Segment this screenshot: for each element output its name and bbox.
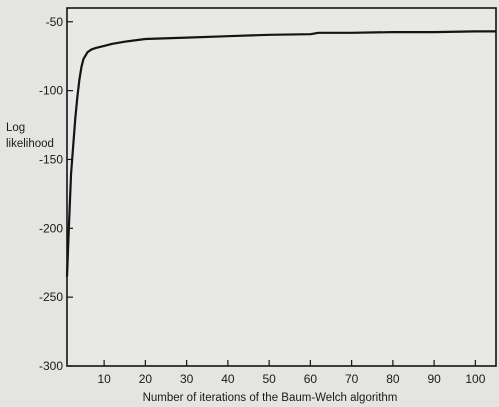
y-axis-label-line-2: likelihood	[6, 138, 54, 150]
x-tick-label: 100	[465, 372, 485, 386]
x-tick-label: 40	[221, 372, 235, 386]
plot-area	[67, 8, 496, 366]
y-tick-label: -150	[39, 152, 63, 166]
x-tick-label: 20	[139, 372, 153, 386]
plot-frame	[66, 7, 497, 367]
y-tick-label: -50	[46, 15, 64, 29]
log-likelihood-line	[65, 30, 496, 277]
x-tick-label: 90	[427, 372, 441, 386]
x-tick-label: 60	[304, 372, 318, 386]
y-axis-ticks: -50 -100 -150 -200 -250 -300	[39, 15, 73, 373]
x-axis-ticks: 10 20 30 40 50 60 70 80 90 100	[97, 360, 486, 386]
x-tick-label: 80	[386, 372, 400, 386]
x-tick-label: 30	[180, 372, 194, 386]
y-tick-label: -300	[39, 359, 63, 373]
y-tick-label: -200	[39, 221, 63, 235]
x-axis-label: Number of iterations of the Baum-Welch a…	[143, 392, 398, 404]
series-group	[65, 30, 496, 277]
x-tick-label: 70	[345, 372, 359, 386]
y-tick-label: -250	[39, 290, 63, 304]
x-tick-label: 10	[97, 372, 111, 386]
y-tick-label: -100	[39, 84, 63, 98]
y-axis-label-line-1: Log	[6, 122, 25, 134]
x-tick-label: 50	[262, 372, 276, 386]
